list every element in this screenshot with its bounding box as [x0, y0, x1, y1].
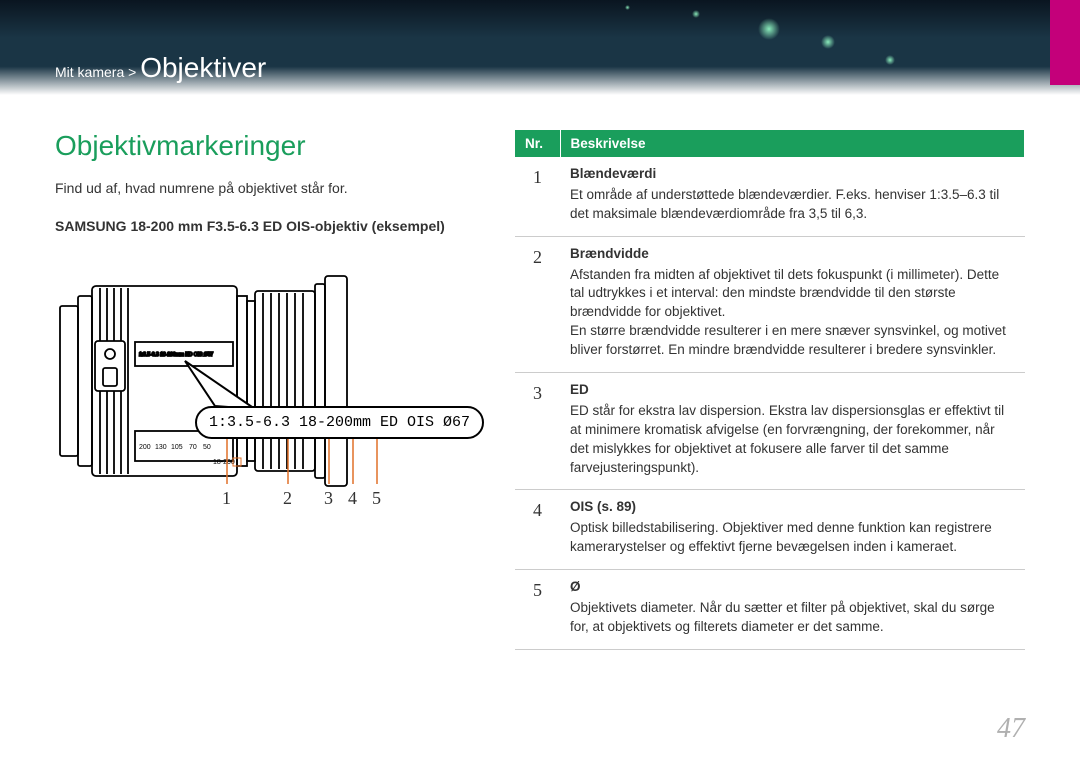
index-num-5: 5: [372, 488, 381, 509]
section-title: Objektivmarkeringer: [55, 130, 485, 162]
row-num: 2: [515, 236, 560, 372]
page-header: Mit kamera > Objektiver: [0, 0, 1080, 95]
example-label: SAMSUNG 18-200 mm F3.5-6.3 ED OIS-objekt…: [55, 218, 485, 234]
row-body: Et område af understøttede blændeværdier…: [570, 187, 999, 221]
table-row: 3 ED ED står for ekstra lav dispersion. …: [515, 373, 1025, 490]
lens-diagram: 1:3.5-6.3 18-200mm ED OIS Ø67: [55, 246, 385, 536]
focus-scale-70: 70: [189, 444, 197, 451]
index-num-1: 1: [222, 488, 231, 509]
th-nr: Nr.: [515, 130, 560, 157]
sparkle-decoration: [821, 35, 835, 49]
sparkle-decoration: [625, 5, 630, 10]
row-title: Blændeværdi: [570, 165, 1015, 184]
lens-inscription: 1:3.5-6.3 18-200mm ED OIS Ø67: [139, 352, 213, 358]
sparkle-decoration: [758, 18, 780, 40]
row-body: ED står for ekstra lav dispersion. Ekstr…: [570, 403, 1004, 475]
index-num-2: 2: [283, 488, 292, 509]
breadcrumb: Mit kamera > Objektiver: [55, 52, 266, 84]
index-num-4: 4: [348, 488, 357, 509]
th-desc: Beskrivelse: [560, 130, 1025, 157]
row-num: 4: [515, 490, 560, 570]
focus-scale-200: 200: [139, 444, 151, 451]
row-body: Objektivets diameter. Når du sætter et f…: [570, 600, 995, 634]
callout-box: 1:3.5-6.3 18-200mm ED OIS Ø67: [195, 406, 484, 439]
table-row: 4 OIS (s. 89) Optisk billedstabilisering…: [515, 490, 1025, 570]
left-column: Objektivmarkeringer Find ud af, hvad num…: [55, 130, 515, 650]
breadcrumb-main: Objektiver: [140, 52, 266, 83]
row-body: Optisk billedstabilisering. Objektiver m…: [570, 520, 992, 554]
lens-svg: 1:3.5-6.3 18-200mm ED OIS Ø67: [55, 246, 385, 536]
index-num-3: 3: [324, 488, 333, 509]
table-row: 1 Blændeværdi Et område af understøttede…: [515, 157, 1025, 236]
sparkle-decoration: [885, 55, 895, 65]
sparkle-decoration: [692, 10, 700, 18]
spec-table: Nr. Beskrivelse 1 Blændeværdi Et område …: [515, 130, 1025, 650]
row-title: Ø: [570, 578, 1015, 597]
row-title: Brændvidde: [570, 245, 1015, 264]
row-num: 1: [515, 157, 560, 236]
content-area: Objektivmarkeringer Find ud af, hvad num…: [0, 95, 1080, 650]
row-title: ED: [570, 381, 1015, 400]
right-column: Nr. Beskrivelse 1 Blændeværdi Et område …: [515, 130, 1025, 650]
intro-text: Find ud af, hvad numrene på objektivet s…: [55, 180, 485, 196]
page-number: 47: [997, 713, 1025, 745]
row-num: 5: [515, 570, 560, 650]
breadcrumb-prefix: Mit kamera >: [55, 64, 140, 80]
row-num: 3: [515, 373, 560, 490]
zoom-label: 18-200: [213, 459, 235, 466]
row-title: OIS (s. 89): [570, 498, 1015, 517]
focus-scale-105: 105: [171, 444, 183, 451]
row-body: Afstanden fra midten af objektivet til d…: [570, 267, 1006, 358]
table-row: 2 Brændvidde Afstanden fra midten af obj…: [515, 236, 1025, 372]
table-row: 5 Ø Objektivets diameter. Når du sætter …: [515, 570, 1025, 650]
focus-scale-50: 50: [203, 444, 211, 451]
focus-scale-130: 130: [155, 444, 167, 451]
